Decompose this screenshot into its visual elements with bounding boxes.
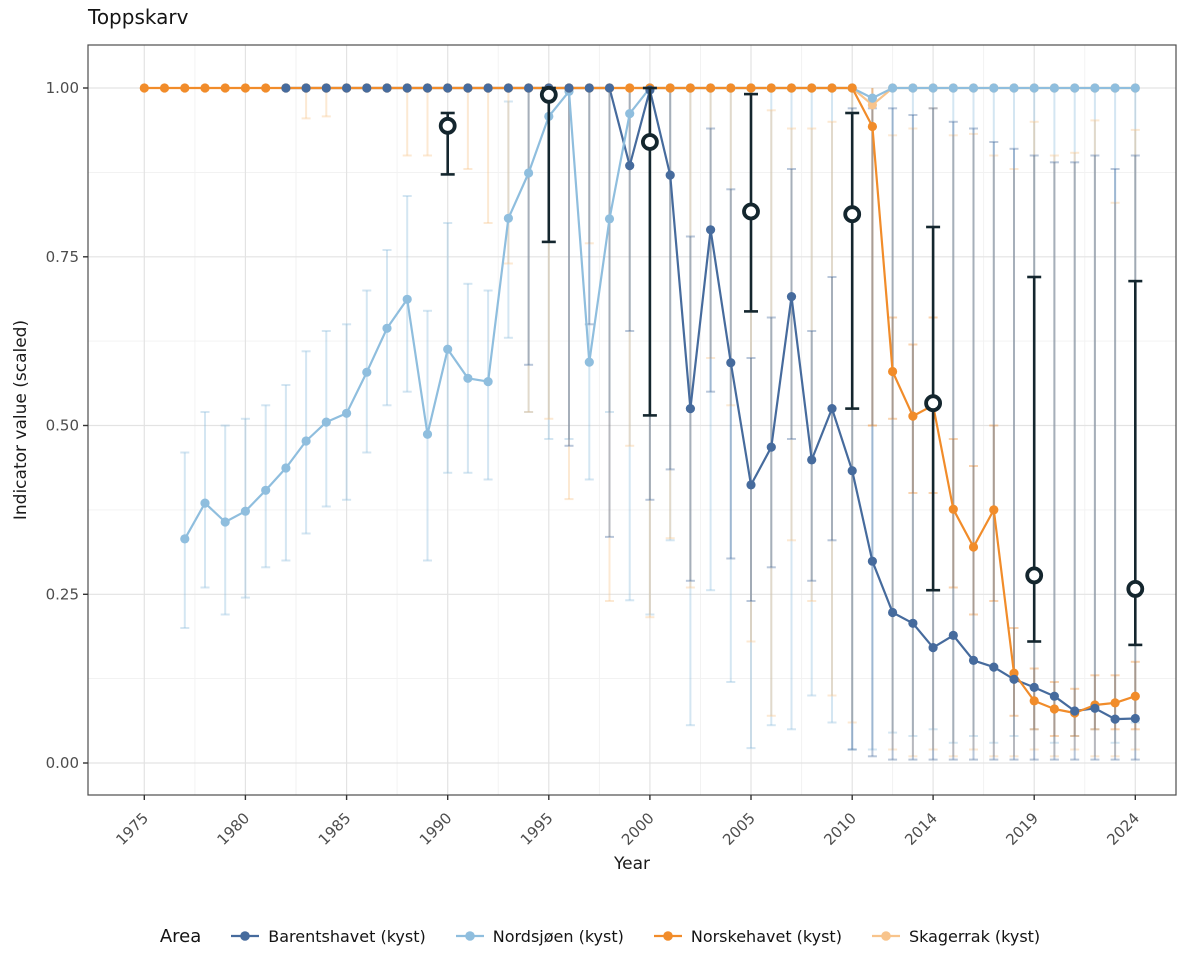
svg-text:2024: 2024 <box>1103 809 1143 849</box>
svg-text:1980: 1980 <box>213 809 253 849</box>
x-axis-title: Year <box>614 854 650 874</box>
legend-label: Norskehavet (kyst) <box>690 926 842 946</box>
legend-item-3: Norskehavet (kyst) <box>653 926 842 946</box>
legend-key-icon <box>231 931 260 941</box>
svg-text:1975: 1975 <box>112 809 152 849</box>
legend-item-4: Skagerrak (kyst) <box>871 926 1041 946</box>
svg-text:1995: 1995 <box>517 809 557 849</box>
legend-item-1: Barentshavet (kyst) <box>231 926 426 946</box>
svg-text:2005: 2005 <box>719 809 759 849</box>
svg-text:1985: 1985 <box>315 809 355 849</box>
svg-text:0.75: 0.75 <box>46 248 79 266</box>
legend: Area Barentshavet (kyst) Nordsjøen (kyst)… <box>0 916 1200 956</box>
chart-canvas: 0.00 0.25 0.50 0.75 1.00 1975 1980 1985 1990 1995… <box>46 44 1177 849</box>
svg-text:1.00: 1.00 <box>46 79 79 97</box>
legend-label: Barentshavet (kyst) <box>268 926 426 946</box>
svg-text:2014: 2014 <box>901 809 941 849</box>
svg-text:2019: 2019 <box>1002 809 1042 849</box>
legend-key-icon <box>653 931 682 941</box>
legend-key-icon <box>871 931 900 941</box>
svg-text:1990: 1990 <box>416 809 456 849</box>
y-axis-title: Indicator value (scaled) <box>11 319 31 521</box>
svg-text:2010: 2010 <box>820 809 860 849</box>
svg-text:2000: 2000 <box>618 809 658 849</box>
legend-label: Skagerrak (kyst) <box>908 926 1041 946</box>
legend-key-icon <box>455 931 484 941</box>
legend-title: Area <box>159 925 202 947</box>
legend-label: Nordsjøen (kyst) <box>492 926 624 946</box>
chart-title: Toppskarv <box>88 5 189 29</box>
svg-text:0.00: 0.00 <box>46 754 79 772</box>
svg-text:0.25: 0.25 <box>46 586 79 604</box>
svg-text:0.50: 0.50 <box>46 417 79 435</box>
legend-item-2: Nordsjøen (kyst) <box>455 926 624 946</box>
